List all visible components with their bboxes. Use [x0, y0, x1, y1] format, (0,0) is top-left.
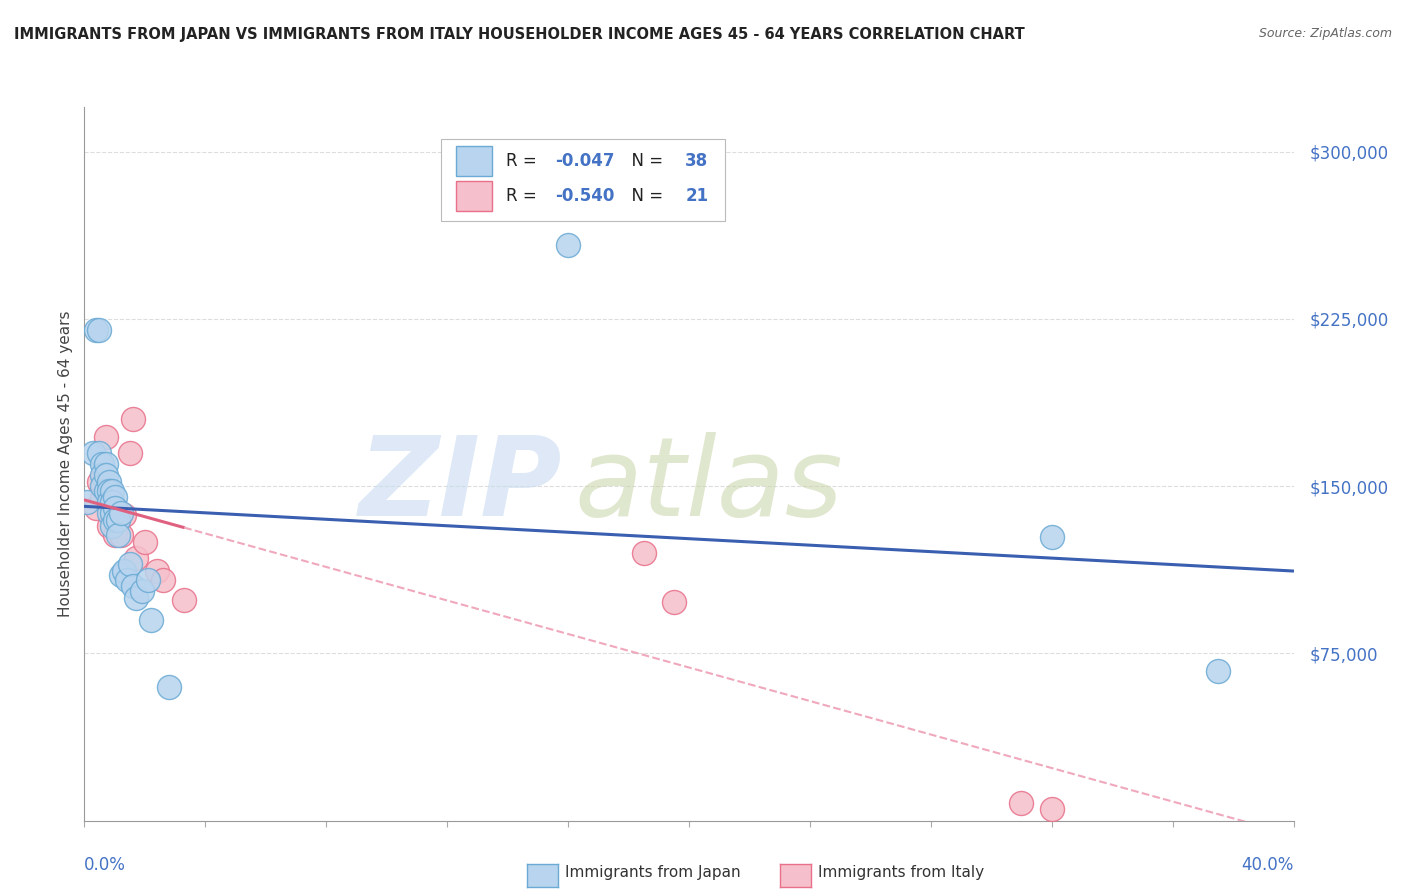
Point: [94, 457, 117, 471]
Point: [100, 483, 122, 498]
Point: [91, 479, 114, 493]
Point: [91, 457, 114, 471]
Point: [1206, 664, 1229, 678]
Point: [110, 506, 132, 520]
Point: [134, 534, 156, 549]
Point: [100, 506, 122, 520]
Point: [104, 512, 127, 526]
Point: [1040, 530, 1063, 544]
Point: [104, 490, 127, 504]
Text: atlas: atlas: [574, 432, 842, 539]
Text: ZIP: ZIP: [359, 432, 562, 539]
Point: [94, 430, 117, 444]
Text: Immigrants from Japan: Immigrants from Japan: [565, 865, 741, 880]
Point: [115, 573, 138, 587]
Point: [104, 528, 127, 542]
Text: 38: 38: [685, 152, 709, 169]
Point: [121, 580, 143, 594]
Point: [118, 445, 141, 460]
Point: [76, 494, 98, 508]
Point: [89, 445, 111, 460]
Point: [82, 445, 104, 460]
Text: -0.047: -0.047: [555, 152, 614, 169]
Text: N =: N =: [621, 187, 669, 205]
Point: [557, 238, 579, 252]
Text: -0.540: -0.540: [555, 187, 614, 205]
Point: [94, 483, 117, 498]
Text: Immigrants from Italy: Immigrants from Italy: [818, 865, 984, 880]
Y-axis label: Householder Income Ages 45 - 64 years: Householder Income Ages 45 - 64 years: [58, 310, 73, 617]
Point: [112, 508, 135, 522]
Point: [1010, 796, 1032, 810]
Text: R =: R =: [506, 187, 543, 205]
Text: IMMIGRANTS FROM JAPAN VS IMMIGRANTS FROM ITALY HOUSEHOLDER INCOME AGES 45 - 64 Y: IMMIGRANTS FROM JAPAN VS IMMIGRANTS FROM…: [14, 27, 1025, 42]
Point: [131, 583, 153, 598]
Point: [94, 467, 117, 482]
Point: [118, 557, 141, 571]
Point: [97, 506, 120, 520]
Point: [100, 494, 122, 508]
Text: R =: R =: [506, 152, 543, 169]
Text: 21: 21: [685, 187, 709, 205]
Point: [100, 519, 122, 533]
Text: Source: ZipAtlas.com: Source: ZipAtlas.com: [1258, 27, 1392, 40]
Point: [86, 323, 108, 337]
Point: [110, 568, 132, 582]
Point: [91, 467, 114, 482]
Text: N =: N =: [621, 152, 669, 169]
Point: [107, 508, 129, 522]
Point: [104, 501, 127, 516]
Point: [100, 494, 122, 508]
Point: [97, 483, 120, 498]
Point: [662, 595, 685, 609]
Point: [97, 475, 120, 489]
Point: [121, 412, 143, 426]
Point: [152, 573, 174, 587]
Point: [97, 494, 120, 508]
Point: [97, 519, 120, 533]
Point: [112, 564, 135, 578]
FancyBboxPatch shape: [441, 139, 725, 221]
Point: [86, 501, 108, 516]
Point: [136, 573, 159, 587]
FancyBboxPatch shape: [456, 181, 492, 211]
Text: 0.0%: 0.0%: [84, 856, 127, 874]
Point: [139, 613, 162, 627]
Point: [1040, 803, 1063, 817]
Point: [125, 550, 148, 565]
Point: [89, 323, 111, 337]
Point: [91, 490, 114, 504]
Point: [89, 475, 111, 489]
Point: [157, 680, 180, 694]
FancyBboxPatch shape: [456, 145, 492, 176]
Point: [107, 528, 129, 542]
Text: 40.0%: 40.0%: [1241, 856, 1294, 874]
Point: [633, 546, 655, 560]
Point: [110, 528, 132, 542]
Point: [107, 512, 129, 526]
Point: [173, 592, 195, 607]
Point: [125, 591, 148, 605]
Point: [146, 564, 169, 578]
